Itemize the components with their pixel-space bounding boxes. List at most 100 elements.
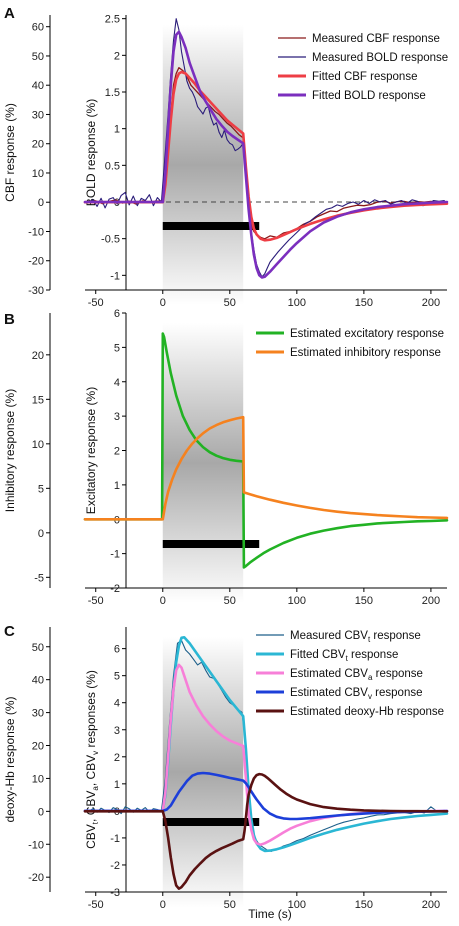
legend-label: Estimated CBVv response — [290, 687, 423, 701]
x-tick-label: -50 — [88, 899, 104, 911]
x-tick-label: 150 — [355, 899, 373, 911]
y-left-tick-label: 20 — [32, 139, 44, 151]
x-axis-label: Time (s) — [248, 907, 292, 921]
y-right-tick-label: -2 — [110, 860, 120, 872]
series-line-1 — [83, 332, 449, 569]
y-left-tick-label: 0 — [38, 528, 44, 540]
legend-label: Estimated deoxy-Hb response — [290, 706, 444, 718]
y-right-tick-label: -1 — [110, 549, 120, 561]
y-right-axis-label: Excitatory response (%) — [84, 387, 98, 514]
legend: Measured CBVt response Fitted CBVt respon… — [256, 630, 444, 718]
panel-A: -50 0 50 100 150 200 -30 -20 -10 0 10 20 30 40 50 60 -1 -… — [3, 5, 449, 309]
y-left-tick-label: 40 — [32, 80, 44, 92]
panel-C: -50 0 50 100 150 200-20-1001020304050-3-2-101… — [3, 623, 449, 911]
x-tick-label: 200 — [422, 595, 440, 607]
y-right-tick-label: 2 — [114, 752, 120, 764]
y-left-axis-label: CBF response (%) — [3, 103, 17, 202]
series-group — [83, 636, 449, 890]
y-left-tick-label: 50 — [32, 642, 44, 654]
y-left-tick-label: 0 — [38, 197, 44, 209]
series-group — [83, 18, 449, 279]
series-line-2 — [88, 18, 445, 278]
x-tick-label: 100 — [288, 899, 306, 911]
y-left-tick-label: 20 — [32, 350, 44, 362]
y-left-tick-label: -10 — [28, 226, 44, 238]
y-right-tick-label: 1 — [114, 124, 120, 136]
series-line-2 — [83, 636, 449, 853]
y-right-tick-label: 1 — [114, 480, 120, 492]
x-tick-label: 200 — [422, 899, 440, 911]
x-tick-label: 150 — [355, 595, 373, 607]
y-right-axis-label: CBVt, CBVa, CBVv responses (%) — [84, 670, 100, 849]
y-right-tick-label: 4 — [114, 377, 120, 389]
y-left-tick-label: -20 — [28, 872, 44, 884]
y-right-tick-label: 0.5 — [105, 160, 120, 172]
y-left-tick-label: 10 — [32, 168, 44, 180]
y-left-tick-label: 10 — [32, 439, 44, 451]
x-tick-label: -50 — [88, 595, 104, 607]
x-tick-label: 50 — [224, 595, 236, 607]
legend: Measured CBF response Measured BOLD respo… — [278, 33, 448, 102]
y-left-tick-label: 20 — [32, 741, 44, 753]
series-line-4 — [83, 30, 449, 279]
axes: -50 0 50 100 150 200-20-1001020304050-3-2-101… — [28, 627, 447, 911]
series-line-2 — [83, 415, 449, 521]
y-left-tick-label: -5 — [34, 572, 44, 584]
x-tick-label: 100 — [288, 595, 306, 607]
y-left-tick-label: 60 — [32, 22, 44, 34]
y-left-tick-label: -10 — [28, 839, 44, 851]
y-right-tick-label: 4 — [114, 698, 120, 710]
y-left-tick-label: 50 — [32, 51, 44, 63]
y-left-tick-label: -30 — [28, 285, 44, 297]
legend-label: Fitted BOLD response — [312, 90, 426, 102]
y-left-tick-label: 15 — [32, 394, 44, 406]
y-left-tick-label: 5 — [38, 483, 44, 495]
panel-B: -50 0 50 100 150 200-505101520-2-10123456Inhi… — [3, 308, 449, 607]
y-right-tick-label: 6 — [114, 308, 120, 320]
y-left-tick-label: 10 — [32, 773, 44, 785]
x-tick-label: 50 — [224, 297, 236, 309]
y-left-tick-label: 30 — [32, 708, 44, 720]
series-line-4 — [83, 771, 449, 821]
y-left-axis-label: deoxy-Hb response (%) — [3, 696, 17, 822]
legend-label: Estimated inhibitory response — [290, 347, 441, 359]
stimulus-bar — [162, 540, 260, 548]
panel-label: C — [4, 623, 15, 640]
series-line-5 — [83, 772, 449, 890]
y-right-tick-label: 5 — [114, 671, 120, 683]
y-right-tick-label: -1 — [110, 270, 120, 282]
series-group — [83, 332, 449, 569]
y-left-tick-label: 0 — [38, 806, 44, 818]
y-right-tick-label: 5 — [114, 342, 120, 354]
panel-label: A — [4, 5, 15, 22]
x-tick-label: 200 — [422, 297, 440, 309]
stimulus-shading — [162, 323, 244, 603]
y-right-tick-label: 1.5 — [105, 87, 120, 99]
legend-label: Estimated excitatory response — [290, 328, 444, 340]
stimulus-bar — [162, 222, 260, 230]
y-left-axis-label: Inhibitory response (%) — [3, 389, 17, 512]
x-tick-label: 150 — [355, 297, 373, 309]
legend: Estimated excitatory response Estimated i… — [256, 328, 444, 359]
y-left-tick-label: 40 — [32, 675, 44, 687]
y-right-tick-label: 2.5 — [105, 14, 120, 26]
panel-label: B — [4, 311, 15, 328]
y-right-tick-label: -2 — [110, 583, 120, 595]
legend-label: Fitted CBF response — [312, 71, 417, 83]
y-left-tick-label: -20 — [28, 256, 44, 268]
x-tick-label: 0 — [160, 595, 166, 607]
x-tick-label: -50 — [88, 297, 104, 309]
y-right-tick-label: -0.5 — [101, 234, 120, 246]
y-right-tick-label: 2 — [114, 446, 120, 458]
legend-label: Measured CBF response — [312, 33, 440, 45]
y-right-tick-label: 3 — [114, 725, 120, 737]
x-tick-label: 50 — [224, 899, 236, 911]
stimulus-bar — [162, 818, 260, 826]
y-right-tick-label: 6 — [114, 644, 120, 656]
y-right-tick-label: 3 — [114, 411, 120, 423]
axes: -50 0 50 100 150 200 -30 -20 -10 0 10 20 30 40 50 60 -1 -… — [28, 14, 447, 309]
legend-label: Measured CBVt response — [290, 630, 421, 644]
x-tick-label: 0 — [160, 899, 166, 911]
